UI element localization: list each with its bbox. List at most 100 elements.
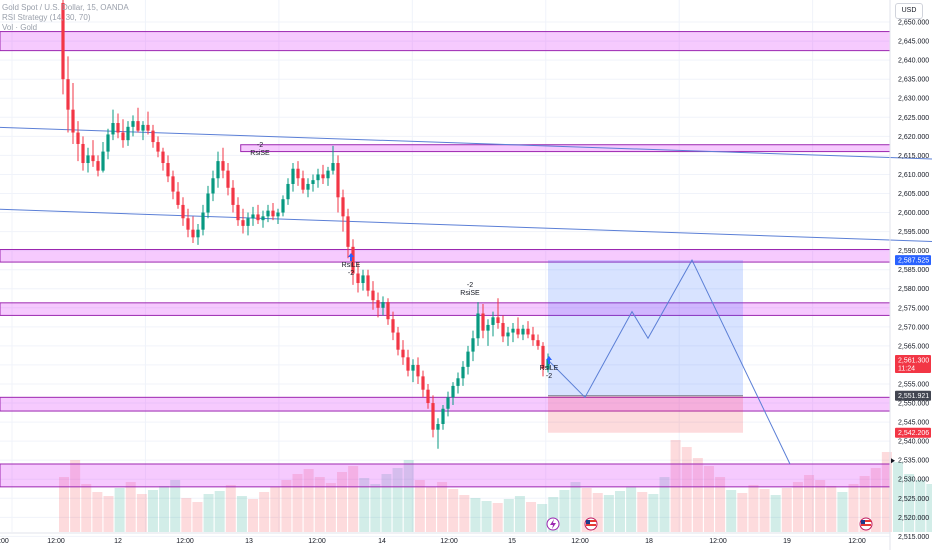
volume-bar xyxy=(893,462,903,532)
candle-body xyxy=(526,328,530,335)
volume-bar xyxy=(692,458,703,532)
candle-body xyxy=(91,155,95,162)
candle-body xyxy=(111,123,115,135)
volume-bar xyxy=(915,480,926,532)
price-label[interactable]: 2,551.921 xyxy=(898,393,929,400)
volume-bar xyxy=(81,484,92,532)
price-tick: 2,575.000 xyxy=(898,305,929,312)
price-label-box[interactable] xyxy=(895,427,931,438)
price-axis[interactable]: 2,515.000 2,520.000 2,525.000 2,530.000 2,53… xyxy=(889,0,931,550)
trendline[interactable] xyxy=(0,126,932,192)
price-tick: 2,610.000 xyxy=(898,172,929,179)
volume-bar xyxy=(459,495,470,532)
volume-bar xyxy=(826,486,837,532)
volume-bar xyxy=(270,487,281,532)
candle-body xyxy=(426,389,430,404)
volume-bars xyxy=(59,440,932,532)
volume-bar xyxy=(548,497,559,532)
candle-body xyxy=(161,151,165,164)
arrow-up-icon xyxy=(348,253,354,261)
candle-body xyxy=(141,124,145,131)
candle-body xyxy=(531,334,535,341)
candle-body xyxy=(361,275,365,284)
volume-bar xyxy=(737,493,748,532)
time-tick: 12:00 xyxy=(848,538,866,545)
candle-body xyxy=(366,275,370,291)
sr-zone[interactable] xyxy=(0,248,891,263)
candle-body xyxy=(401,349,405,358)
us-flag-icon[interactable] xyxy=(859,517,873,531)
sr-zone[interactable] xyxy=(240,144,891,153)
price-label[interactable]: 2,561.300 xyxy=(898,357,929,364)
volume-bar xyxy=(537,504,548,532)
price-label[interactable]: 2,587.525 xyxy=(898,258,929,265)
scroll-marker-icon[interactable] xyxy=(891,458,895,464)
volume-bar xyxy=(748,485,759,532)
trendlines[interactable] xyxy=(0,126,932,275)
price-tick: 2,565.000 xyxy=(898,343,929,350)
candle-body xyxy=(471,338,475,352)
projection-path[interactable] xyxy=(547,258,791,465)
volume-bar xyxy=(314,477,325,532)
candle-body xyxy=(131,121,135,127)
time-axis[interactable]: 1:00 12:00 12 12:00 13 12:00 14 12:00 15 12:00 18 1… xyxy=(0,532,890,545)
symbol-title[interactable]: Gold Spot / U.S. Dollar, 15, OANDA xyxy=(2,3,129,12)
volume-bar xyxy=(781,488,792,532)
volume-bar xyxy=(904,474,915,532)
price-label[interactable]: 2,542.206 xyxy=(898,430,929,437)
price-label-box[interactable] xyxy=(895,354,931,373)
volume-bar xyxy=(248,499,259,532)
support-resistance-zones[interactable] xyxy=(0,31,891,488)
candle-body xyxy=(371,290,375,301)
price-tick: 2,555.000 xyxy=(898,381,929,388)
sr-zone[interactable] xyxy=(0,302,891,316)
candle-body xyxy=(316,174,320,181)
trendline[interactable] xyxy=(0,208,932,275)
price-tick: 2,540.000 xyxy=(898,439,929,446)
price-tick: 2,550.000 xyxy=(898,401,929,408)
volume-bar xyxy=(136,494,147,532)
price-tick: 2,600.000 xyxy=(898,210,929,217)
candle-body xyxy=(216,161,220,179)
sr-zone[interactable] xyxy=(0,31,891,52)
volume-bar xyxy=(59,477,69,532)
projection-line[interactable] xyxy=(547,258,791,465)
candle-body xyxy=(116,123,120,133)
volume-bar xyxy=(848,484,859,532)
candle-body xyxy=(191,229,195,238)
candle-body xyxy=(351,246,355,274)
candle-body xyxy=(421,376,425,390)
candle-body xyxy=(271,210,275,217)
volume-bar xyxy=(637,492,648,532)
candle-body xyxy=(486,324,490,331)
currency-button[interactable]: USD xyxy=(895,3,923,19)
indicator-label[interactable]: RSI Strategy (14, 30, 70) xyxy=(2,13,91,22)
long-position-tool[interactable] xyxy=(548,260,743,433)
price-tick: 2,635.000 xyxy=(898,77,929,84)
price-label-box[interactable] xyxy=(895,255,931,266)
volume-label[interactable]: Vol · Gold xyxy=(2,23,38,32)
candle-body xyxy=(306,183,310,190)
price-label-box[interactable] xyxy=(895,390,931,401)
arrow-up-icon xyxy=(546,356,552,364)
candle-body xyxy=(331,163,335,171)
price-tick: 2,615.000 xyxy=(898,153,929,160)
volume-bar xyxy=(181,498,192,532)
price-tick: 2,585.000 xyxy=(898,267,929,274)
candle-body xyxy=(171,176,175,192)
countdown-label[interactable]: 11:24 xyxy=(898,365,915,372)
us-flag-icon[interactable] xyxy=(584,517,598,531)
candle-body xyxy=(446,397,450,409)
lightning-icon[interactable] xyxy=(546,517,560,531)
event-icons[interactable] xyxy=(546,517,873,531)
profit-zone[interactable] xyxy=(548,260,743,396)
candle-body xyxy=(326,170,330,179)
volume-bar xyxy=(870,468,881,532)
sr-zone[interactable] xyxy=(0,396,891,412)
loss-zone[interactable] xyxy=(548,395,743,433)
candle-body xyxy=(211,178,215,194)
volume-bar xyxy=(359,478,370,532)
sr-zone[interactable] xyxy=(0,463,891,488)
